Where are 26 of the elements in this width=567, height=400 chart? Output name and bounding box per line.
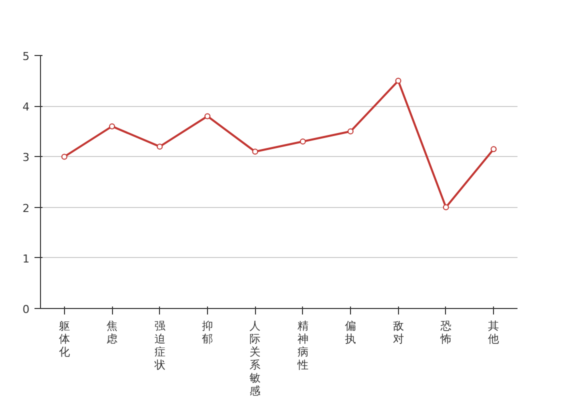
point bbox=[61, 154, 68, 160]
x-tick-label: 人际关系敏感 bbox=[250, 320, 261, 398]
x-tick-label: 强迫症状 bbox=[153, 320, 166, 372]
x-tick-label: 焦虑 bbox=[106, 320, 118, 346]
point bbox=[395, 78, 402, 84]
y-tick-label: 0 bbox=[22, 303, 30, 316]
y-tick-label: 4 bbox=[22, 100, 30, 114]
point bbox=[490, 146, 497, 152]
point bbox=[442, 204, 449, 210]
x-tick-label: 其他 bbox=[488, 320, 500, 346]
point bbox=[252, 148, 258, 155]
point bbox=[204, 113, 210, 120]
x-tick-label: 恐怖 bbox=[439, 320, 452, 346]
point bbox=[109, 123, 116, 130]
x-tick-label: 偏执 bbox=[345, 320, 356, 346]
x-tick-label: 精神病性 bbox=[296, 320, 308, 372]
y-tick-label: 2 bbox=[22, 202, 30, 215]
point bbox=[348, 128, 354, 134]
y-tick-label: 1 bbox=[22, 252, 30, 266]
x-tick-label: 躯体化 bbox=[58, 320, 70, 358]
y-tick-label: 5 bbox=[22, 50, 30, 63]
point bbox=[300, 138, 306, 145]
x-tick-label: 抑郁 bbox=[202, 320, 213, 346]
point bbox=[156, 144, 163, 150]
y-tick-label: 3 bbox=[22, 151, 30, 164]
x-tick-label: 敌对 bbox=[392, 320, 404, 346]
